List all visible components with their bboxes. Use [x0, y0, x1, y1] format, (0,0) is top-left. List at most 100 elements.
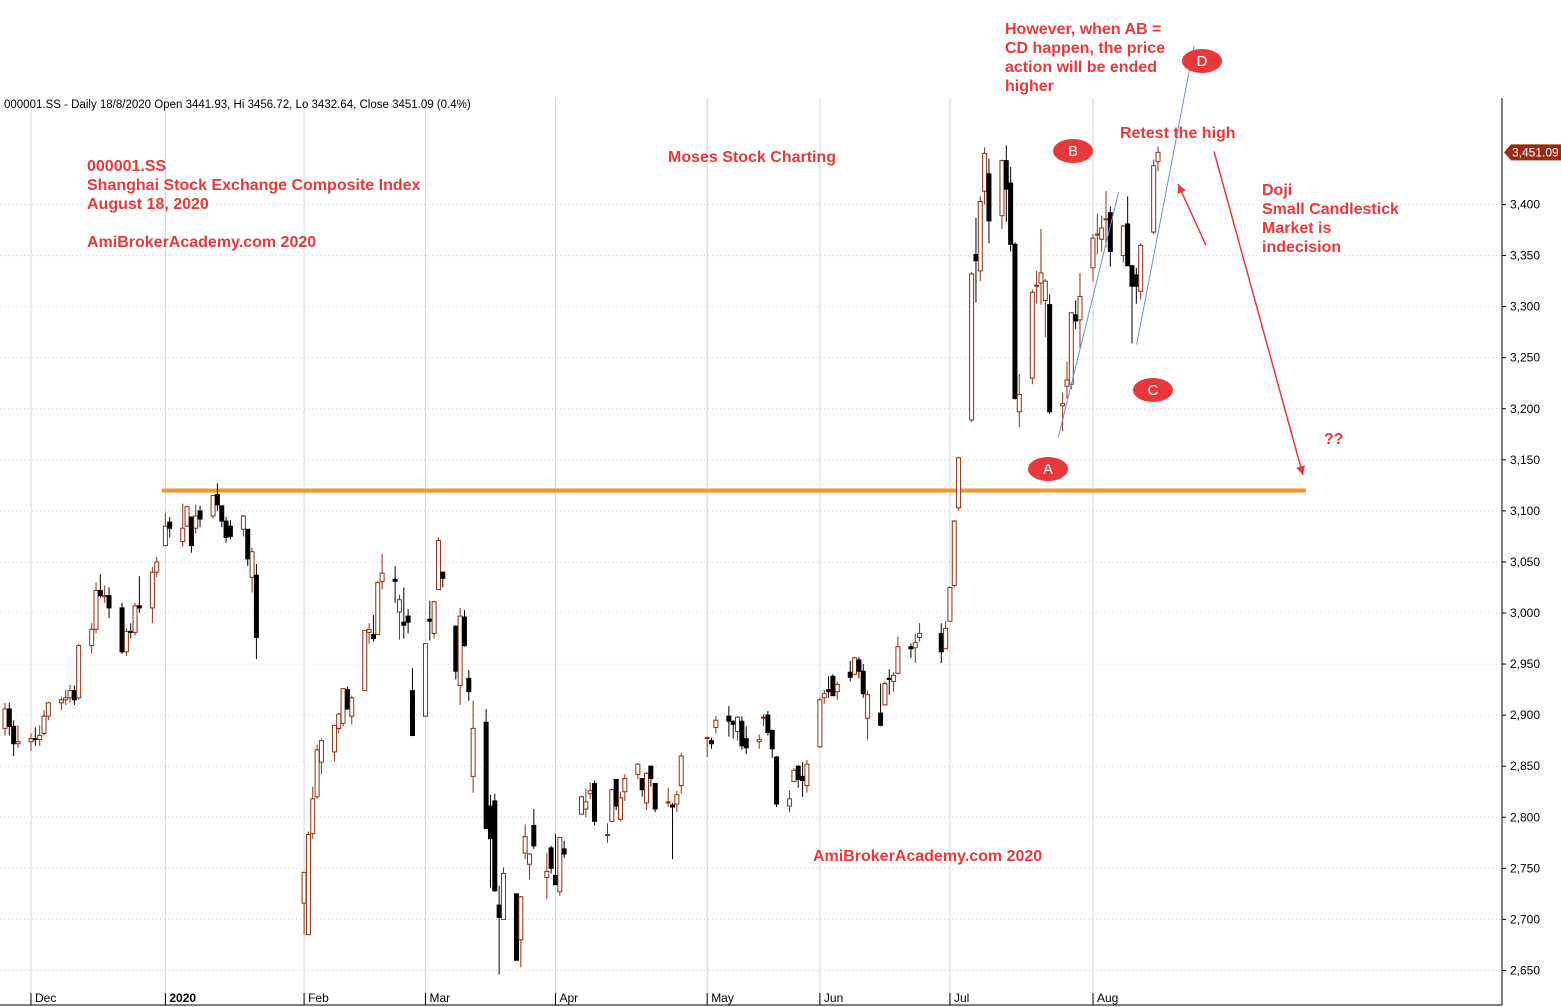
candle-body	[370, 633, 376, 640]
candle	[878, 683, 884, 727]
last-price-tag-bg	[1504, 144, 1561, 161]
candle	[45, 701, 51, 721]
candle	[422, 643, 428, 717]
candle	[431, 600, 437, 639]
candle-body	[999, 160, 1005, 217]
candle-body	[513, 893, 519, 961]
candle-body	[552, 874, 558, 886]
candle	[301, 871, 307, 935]
candle	[245, 528, 251, 567]
candle-body	[969, 273, 975, 421]
candle-body	[665, 801, 671, 804]
candle	[344, 686, 350, 711]
candle-body	[526, 853, 532, 865]
candle-body	[1008, 182, 1014, 245]
candle	[180, 503, 186, 547]
candle	[210, 495, 216, 520]
last-price-tag: 3,451.09	[1504, 144, 1561, 161]
candle-body	[461, 616, 467, 647]
candle-body	[392, 578, 398, 582]
candle-body	[492, 800, 498, 892]
candle	[314, 744, 320, 799]
candle-body	[227, 525, 233, 537]
candle-body	[6, 708, 12, 727]
candle-body	[310, 798, 316, 835]
point-marker-c: C	[1133, 378, 1173, 402]
x-tick-label: Mar	[429, 991, 450, 1005]
candle	[943, 621, 949, 650]
candle-body	[648, 765, 654, 779]
x-tick-label: Aug	[1097, 991, 1118, 1005]
candle-body	[735, 716, 741, 732]
candle-body	[314, 749, 320, 798]
candle	[318, 738, 324, 775]
candle-body	[977, 200, 983, 272]
abcd-note-line-1: However, when AB =	[1005, 21, 1162, 38]
candle-body	[496, 904, 502, 918]
candle	[665, 787, 671, 808]
candle-body	[1120, 225, 1126, 257]
candle-body	[548, 847, 554, 869]
candle	[1099, 215, 1105, 252]
question-note: ??	[1324, 431, 1344, 448]
candle	[743, 726, 749, 754]
candle-body	[97, 590, 103, 597]
doji-note-line-1: Doji	[1262, 182, 1293, 199]
candle	[917, 623, 923, 642]
candle	[977, 196, 983, 282]
candle-body	[852, 657, 858, 675]
candle	[37, 725, 43, 746]
candle-body	[487, 805, 493, 840]
candle-body	[951, 520, 957, 586]
candle-body	[787, 798, 793, 807]
candle-body	[587, 790, 593, 795]
candle-body	[483, 721, 489, 829]
candle	[548, 845, 554, 874]
candle	[834, 681, 840, 700]
candle	[102, 585, 108, 603]
candle	[674, 790, 680, 813]
candle-body	[1068, 312, 1074, 385]
candle	[154, 556, 160, 578]
candle	[119, 602, 125, 654]
point-marker-a: A	[1028, 457, 1068, 481]
candle-body	[908, 646, 914, 650]
candle-body	[531, 824, 537, 847]
candle	[132, 602, 138, 636]
candle-body	[136, 605, 142, 609]
candle-body	[973, 254, 979, 262]
point-marker-b: B	[1053, 139, 1093, 163]
candle	[1060, 392, 1066, 432]
y-tick-label: 3,000	[1510, 606, 1540, 620]
candle	[67, 684, 73, 703]
projection-arrow	[1213, 151, 1305, 476]
candle	[71, 685, 77, 705]
candle-body	[427, 618, 433, 622]
candle	[1138, 243, 1144, 300]
candle	[561, 840, 567, 859]
candle	[375, 581, 381, 635]
candle	[951, 520, 957, 588]
candle-body	[882, 682, 888, 706]
candle	[956, 456, 962, 511]
candle-body	[11, 725, 17, 745]
candle-body	[1090, 237, 1096, 269]
candle-body	[219, 505, 225, 522]
candle-body	[856, 659, 862, 672]
y-tick-label: 3,200	[1510, 402, 1540, 416]
candle	[1151, 159, 1157, 235]
candle	[487, 794, 493, 888]
doji-note-line-3: Market is	[1262, 220, 1332, 237]
candle	[500, 867, 506, 920]
candle-body	[670, 804, 676, 808]
candle	[635, 763, 641, 780]
candle-body	[761, 716, 767, 719]
candle	[6, 702, 12, 736]
candle	[912, 633, 918, 664]
candle-body	[1151, 165, 1157, 233]
candle-body	[956, 457, 962, 509]
candle-body	[817, 699, 823, 748]
candle-body	[466, 677, 472, 693]
candle-body	[396, 599, 402, 613]
x-tick-label: Apr	[559, 991, 578, 1005]
